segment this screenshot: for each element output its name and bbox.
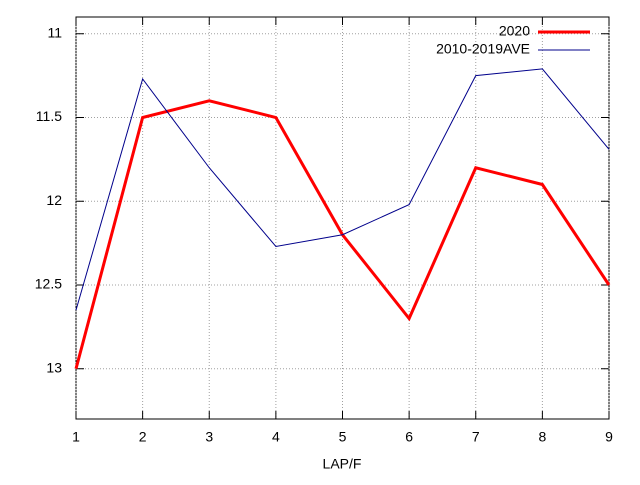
x-tick-label: 4 (272, 429, 280, 445)
x-tick-label: 5 (339, 429, 347, 445)
y-tick-label: 12.5 (35, 276, 62, 292)
x-tick-label: 3 (205, 429, 213, 445)
y-tick-label: 11 (47, 24, 62, 40)
x-tick-label: 9 (605, 429, 613, 445)
x-axis-label: LAP/F (323, 456, 362, 472)
x-tick-label: 7 (472, 429, 480, 445)
x-tick-label: 2 (139, 429, 147, 445)
y-tick-label: 12 (46, 192, 62, 208)
x-tick-label: 8 (538, 429, 546, 445)
y-tick-label: 13 (46, 359, 62, 375)
x-tick-label: 1 (72, 429, 80, 445)
legend-label: 2010-2019AVE (436, 41, 530, 57)
x-tick-label: 6 (405, 429, 413, 445)
legend-label: 2020 (499, 23, 530, 39)
y-tick-label: 11.5 (36, 108, 62, 124)
data-line (75, 68, 610, 311)
